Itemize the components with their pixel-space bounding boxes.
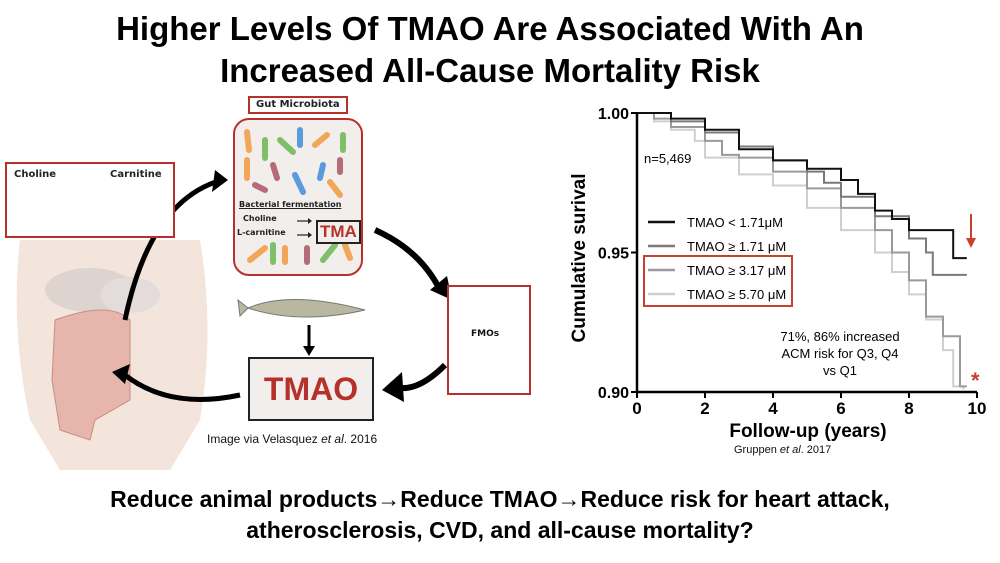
tma-label: TMA xyxy=(316,220,361,244)
arrow-tma-to-liver xyxy=(373,227,443,292)
legend-highlight-box xyxy=(643,255,793,307)
fmos-label: FMOs xyxy=(471,329,500,339)
arrow-right-icons xyxy=(297,218,312,238)
source-italic: et al xyxy=(779,444,801,456)
sample-size-annotation: n=5,469 xyxy=(644,151,691,166)
tmao-box: TMAO xyxy=(248,357,374,421)
significance-asterisk-icon: * xyxy=(971,368,980,393)
series-line-3 xyxy=(637,112,967,388)
x-tick-label: 6 xyxy=(836,399,845,418)
y-axis-label: Cumulative surival xyxy=(570,174,590,343)
caption-italic: et al xyxy=(321,432,344,446)
gut-microbiota-label: Gut Microbiota xyxy=(248,96,348,114)
chart-source: Gruppen et al. 2017 xyxy=(734,444,831,456)
dietary-sources-box: Choline Carnitine xyxy=(5,162,175,238)
source-year: . 2017 xyxy=(800,444,832,456)
title-line-1: Higher Levels Of TMAO Are Associated Wit… xyxy=(116,10,864,47)
choline-substrate-label: Choline xyxy=(243,214,277,223)
x-tick-label: 8 xyxy=(904,399,913,418)
source-text: Gruppen xyxy=(734,444,780,456)
x-axis-label: Follow-up (years) xyxy=(729,421,886,442)
y-tick-label: 1.00 xyxy=(598,106,629,123)
conclusion-line-1: Reduce animal products→Reduce TMAO→Reduc… xyxy=(110,486,890,512)
arrow-right-icon xyxy=(297,232,312,238)
choline-label: Choline xyxy=(14,169,57,180)
caption-year: . 2016 xyxy=(343,432,378,446)
arrowhead-icon xyxy=(382,372,404,402)
legend-label-4: TMAO ≥ 5.70 μM xyxy=(687,287,786,302)
conclusion-line-2: atherosclerosis, CVD, and all-cause mort… xyxy=(246,517,754,543)
arrow-tmao-to-gut xyxy=(123,373,241,402)
arrowhead-icon xyxy=(303,346,315,356)
x-tick-label: 10 xyxy=(968,399,987,418)
arrowhead-icon xyxy=(212,170,228,192)
intestines-illustration xyxy=(51,309,131,441)
conclusion-text: Reduce animal products→Reduce TMAO→Reduc… xyxy=(0,484,1000,546)
arrowhead-icon xyxy=(112,364,130,384)
caption-text: Image via Velasquez xyxy=(207,432,322,446)
diagram-caption: Image via Velasquez et al. 2016 xyxy=(207,432,377,446)
arrow-liver-to-tmao xyxy=(399,362,448,392)
arrowhead-icon xyxy=(430,276,452,300)
y-tick-label: 0.95 xyxy=(598,246,629,263)
lcarnitine-substrate-label: L-carnitine xyxy=(237,228,286,237)
x-tick-label: 0 xyxy=(632,399,641,418)
bacterial-fermentation-label: Bacterial fermentation xyxy=(239,200,342,209)
risk-annotation-line-3: vs Q1 xyxy=(823,363,857,378)
page-title: Higher Levels Of TMAO Are Associated Wit… xyxy=(0,8,980,92)
series-line-1 xyxy=(637,112,967,260)
risk-annotation-line-2: ACM risk for Q3, Q4 xyxy=(781,346,898,361)
risk-annotation-line-1: 71%, 86% increased xyxy=(780,329,899,344)
title-line-2: Increased All-Cause Mortality Risk xyxy=(220,52,760,89)
survival-chart: 0 2 4 6 8 10 0.90 0.95 1.00 Cumulative surival F… xyxy=(570,106,987,442)
legend-label-1: TMAO < 1.71μM xyxy=(687,215,783,230)
carnitine-label: Carnitine xyxy=(110,169,162,180)
q1-down-arrow-icon xyxy=(966,238,976,248)
arrow-right-icon xyxy=(297,218,312,224)
x-tick-label: 4 xyxy=(768,399,778,418)
legend-label-2: TMAO ≥ 1.71 μM xyxy=(687,239,786,254)
fish-icon xyxy=(237,298,366,318)
gut-microbiota-box: Bacterial fermentation Choline L-carniti… xyxy=(233,118,363,276)
bacteria-illustration xyxy=(244,127,353,265)
y-tick-label: 0.90 xyxy=(598,385,629,402)
legend-label-3: TMAO ≥ 3.17 μM xyxy=(687,263,786,278)
liver-fmo-box: FMOs xyxy=(447,285,531,395)
x-tick-label: 2 xyxy=(700,399,709,418)
